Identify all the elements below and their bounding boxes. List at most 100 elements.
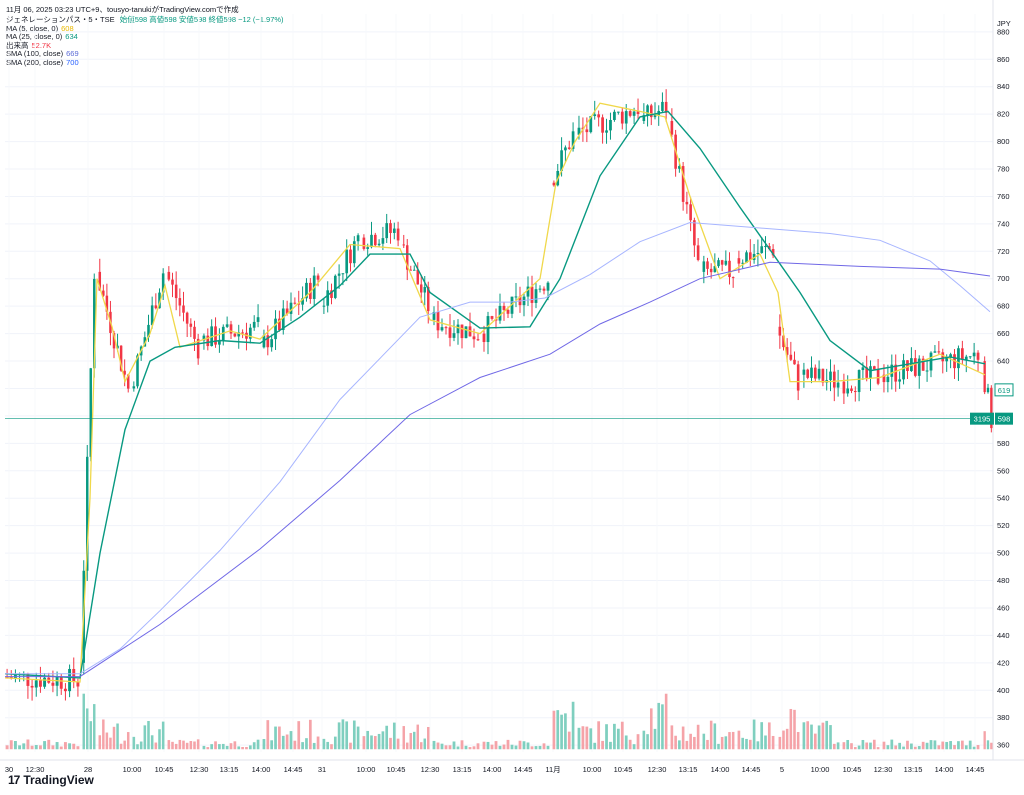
- y-tick-label: 800: [997, 137, 1010, 146]
- volume-bar: [571, 701, 575, 750]
- candle-body: [274, 318, 277, 340]
- volume-bar: [55, 742, 59, 750]
- candle-body: [986, 387, 990, 393]
- y-tick-label: 360: [997, 741, 1010, 750]
- candle-body: [960, 348, 964, 360]
- candle-body: [196, 338, 200, 359]
- candle-body: [345, 249, 349, 274]
- candle-body: [693, 220, 696, 246]
- volume-bar: [193, 741, 196, 750]
- volume-bar: [649, 708, 653, 750]
- legend-ma25[interactable]: MA (25, close, 0) 634: [6, 32, 284, 42]
- volume-bar: [341, 719, 345, 750]
- volume-bar: [18, 745, 22, 750]
- candle-body: [147, 324, 150, 338]
- candle-body: [349, 249, 352, 264]
- candle-body: [737, 258, 741, 264]
- candle-body: [460, 324, 464, 339]
- volume-bar: [262, 738, 266, 750]
- candle-body: [514, 296, 518, 298]
- volume-bar: [22, 743, 26, 750]
- volume-bar: [526, 742, 530, 750]
- volume-bar: [960, 740, 964, 750]
- volume-bar: [869, 742, 872, 750]
- candle-body: [990, 387, 993, 429]
- candle-body: [185, 312, 189, 324]
- candle-body: [806, 369, 810, 378]
- candle-body: [925, 370, 929, 372]
- candle-body: [98, 271, 102, 291]
- volume-bar: [68, 743, 72, 750]
- candle-body: [534, 289, 538, 303]
- candle-body: [506, 309, 510, 314]
- volume-bar: [972, 746, 976, 750]
- candle-body: [616, 111, 620, 113]
- candle-body: [609, 119, 612, 131]
- volume-bar: [941, 741, 945, 750]
- volume-bar: [30, 745, 34, 750]
- candle-body: [330, 290, 333, 298]
- candle-body: [829, 371, 832, 381]
- tradingview-brand[interactable]: 17 TradingView: [8, 773, 94, 787]
- candle-body: [748, 252, 752, 260]
- candle-body: [370, 234, 373, 248]
- candle-body: [366, 247, 370, 249]
- candle-body: [937, 351, 941, 353]
- x-tick-label: 14:00: [935, 765, 954, 774]
- candle-body: [949, 354, 952, 358]
- candle-body: [241, 332, 244, 334]
- candle-body: [161, 273, 165, 293]
- candle-body: [423, 286, 426, 293]
- volume-bar: [486, 741, 490, 750]
- volume-bar: [98, 735, 102, 750]
- volume-bar: [510, 744, 514, 750]
- y-tick-label: 820: [997, 110, 1010, 119]
- candle-body: [136, 355, 139, 387]
- legend-volume[interactable]: 出来高 52.7K: [6, 40, 284, 51]
- legend-ma5[interactable]: MA (5, close, 0) 608: [6, 24, 284, 34]
- volume-bar: [301, 742, 304, 750]
- candle-body: [502, 305, 506, 310]
- candle-body: [444, 327, 448, 329]
- candle-body: [782, 335, 785, 348]
- candle-body: [713, 266, 717, 273]
- x-tick-label: 11月: [545, 765, 560, 774]
- volume-bar: [724, 736, 728, 750]
- x-tick-label: 10:45: [614, 765, 633, 774]
- candle-body: [702, 261, 706, 272]
- y-tick-label: 680: [997, 302, 1010, 311]
- volume-bar: [136, 744, 139, 750]
- volume-bar: [420, 742, 423, 750]
- volume-bar: [674, 735, 677, 750]
- volume-bar: [13, 741, 17, 750]
- candle-body: [810, 367, 813, 378]
- candle-body: [817, 368, 821, 379]
- volume-bar: [836, 742, 840, 750]
- candle-body: [846, 388, 850, 394]
- line-ma25: [4, 110, 986, 679]
- volume-bar: [289, 731, 293, 750]
- volume-bar: [976, 745, 980, 750]
- candle-body: [857, 370, 861, 393]
- volume-bar: [829, 725, 832, 750]
- volume-bar: [72, 743, 76, 750]
- candle-body: [362, 237, 366, 249]
- volume-bar: [949, 741, 952, 750]
- volume-bar: [305, 738, 308, 750]
- x-tick-label: 10:45: [155, 765, 174, 774]
- volume-bar: [702, 733, 706, 750]
- volume-bar: [377, 733, 381, 750]
- candle-body: [882, 374, 886, 383]
- legend-label: 出来高: [6, 40, 29, 50]
- candle-body: [482, 333, 486, 343]
- line-sma200: [5, 261, 991, 678]
- volume-bar: [906, 740, 909, 750]
- volume-bar: [460, 740, 464, 750]
- legend-symbol-row[interactable]: ジェネレーションパス・5・TSE 始値598 高値598 安値598 終値598…: [6, 15, 284, 25]
- volume-bar: [406, 742, 409, 750]
- candle-body: [894, 364, 898, 382]
- volume-bar: [237, 746, 241, 750]
- x-tick-label: 14:45: [284, 765, 303, 774]
- volume-bar: [278, 726, 281, 750]
